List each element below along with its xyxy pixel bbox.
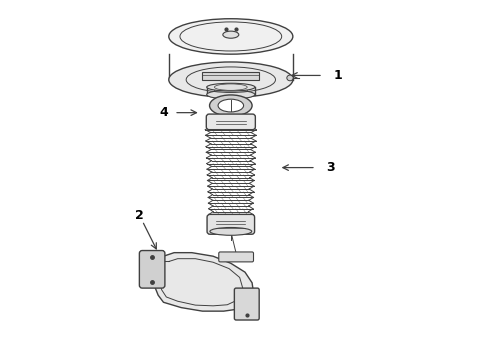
Ellipse shape [287,75,293,81]
Text: 2: 2 [135,209,144,222]
Polygon shape [147,253,254,311]
Ellipse shape [218,99,244,112]
FancyBboxPatch shape [219,252,253,262]
Ellipse shape [169,62,293,98]
Text: 4: 4 [160,106,169,119]
Text: 1: 1 [334,69,343,82]
Text: 3: 3 [326,161,335,174]
FancyBboxPatch shape [139,251,165,288]
FancyBboxPatch shape [234,288,259,320]
Ellipse shape [210,95,252,116]
Ellipse shape [207,83,255,91]
Ellipse shape [169,19,293,54]
FancyBboxPatch shape [206,114,255,130]
FancyBboxPatch shape [202,72,259,80]
Ellipse shape [210,228,252,235]
Ellipse shape [223,31,239,38]
Ellipse shape [207,90,255,99]
FancyBboxPatch shape [207,215,255,234]
